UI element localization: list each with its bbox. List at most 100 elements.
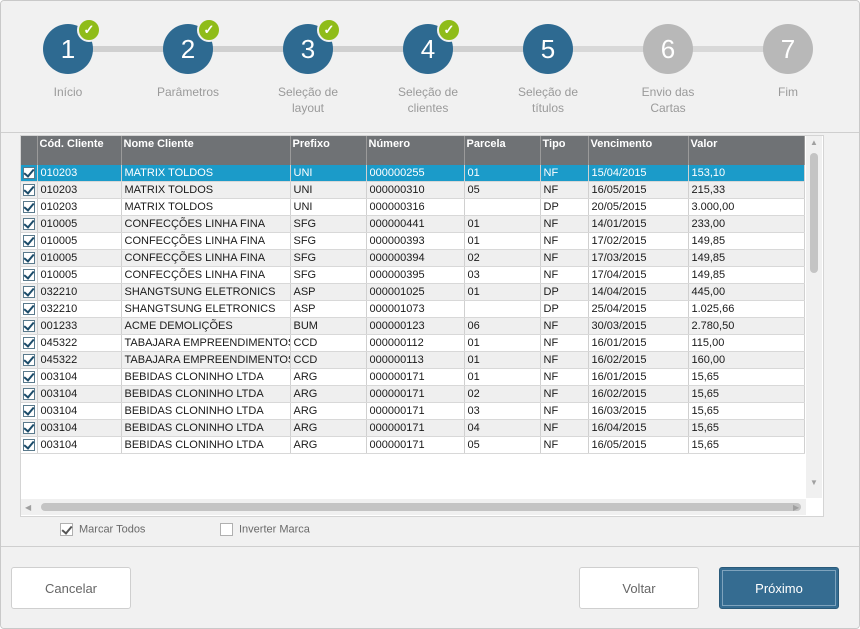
row-checkbox[interactable] xyxy=(22,167,35,180)
vertical-scroll-thumb[interactable] xyxy=(810,153,818,273)
table-cell: 032210 xyxy=(37,283,122,301)
column-header[interactable]: Cód. Cliente xyxy=(37,136,122,165)
row-select-cell[interactable] xyxy=(21,419,38,437)
row-select-cell[interactable] xyxy=(21,300,38,318)
vertical-scrollbar[interactable]: ▲ ▼ xyxy=(806,136,822,498)
table-cell: DP xyxy=(540,300,589,318)
row-select-cell[interactable] xyxy=(21,283,38,301)
table-row[interactable]: 010203 MATRIX TOLDOS UNI 000000310 05 NF 16/05… xyxy=(21,181,805,199)
row-checkbox[interactable] xyxy=(22,405,35,418)
table-cell: NF xyxy=(540,419,589,437)
row-checkbox[interactable] xyxy=(22,354,35,367)
table-row[interactable]: 032210 SHANGTSUNG ELETRONICS ASP 000001073 D… xyxy=(21,300,805,318)
table-cell: CCD xyxy=(290,351,367,369)
table-row[interactable]: 003104 BEBIDAS CLONINHO LTDA ARG 000000171 0… xyxy=(21,419,805,437)
row-select-cell[interactable] xyxy=(21,402,38,420)
table-row[interactable]: 010203 MATRIX TOLDOS UNI 000000255 01 NF 15/04… xyxy=(21,165,805,182)
row-select-cell[interactable] xyxy=(21,317,38,335)
column-header[interactable]: Número xyxy=(366,136,465,165)
table-cell: 003104 xyxy=(37,368,122,386)
column-header[interactable]: Tipo xyxy=(540,136,589,165)
table-row[interactable]: 010005 CONFECÇÕES LINHA FINA SFG 000000393 0… xyxy=(21,232,805,250)
table-row[interactable]: 010005 CONFECÇÕES LINHA FINA SFG 000000395 0… xyxy=(21,266,805,284)
table-cell: NF xyxy=(540,232,589,250)
row-checkbox[interactable] xyxy=(22,184,35,197)
row-select-cell[interactable] xyxy=(21,351,38,369)
scroll-right-arrow[interactable]: ▶ xyxy=(793,503,800,512)
row-checkbox[interactable] xyxy=(22,201,35,214)
row-select-cell[interactable] xyxy=(21,368,38,386)
mark-all-checkbox[interactable] xyxy=(60,523,73,536)
row-checkbox[interactable] xyxy=(22,422,35,435)
table-row[interactable]: 010005 CONFECÇÕES LINHA FINA SFG 000000441 0… xyxy=(21,215,805,233)
row-select-cell[interactable] xyxy=(21,266,38,284)
table-cell: CONFECÇÕES LINHA FINA xyxy=(121,232,291,250)
column-header[interactable]: Nome Cliente xyxy=(121,136,291,165)
table-row[interactable]: 003104 BEBIDAS CLONINHO LTDA ARG 000000171 0… xyxy=(21,402,805,420)
table-cell: ARG xyxy=(290,385,367,403)
step-circle: 3 ✓ xyxy=(283,18,341,74)
scroll-up-arrow[interactable]: ▲ xyxy=(810,138,818,147)
step-number: 2 xyxy=(180,34,196,64)
row-select-cell[interactable] xyxy=(21,385,38,403)
table-row[interactable]: 032210 SHANGTSUNG ELETRONICS ASP 000001025 0… xyxy=(21,283,805,301)
row-select-cell[interactable] xyxy=(21,334,38,352)
table-cell: 16/01/2015 xyxy=(588,334,689,352)
row-select-cell[interactable] xyxy=(21,215,38,233)
horizontal-scroll-thumb[interactable] xyxy=(41,503,801,511)
row-select-cell[interactable] xyxy=(21,198,38,216)
step-4: 4 ✓ Seleção de clientes xyxy=(368,18,488,116)
table-row[interactable]: 003104 BEBIDAS CLONINHO LTDA ARG 000000171 0… xyxy=(21,436,805,454)
step-label: Seleção de layout xyxy=(277,85,339,115)
cancel-button[interactable]: Cancelar xyxy=(11,567,131,609)
table-cell: 16/04/2015 xyxy=(588,419,689,437)
back-button[interactable]: Voltar xyxy=(579,567,699,609)
row-select-cell[interactable] xyxy=(21,181,38,199)
row-checkbox[interactable] xyxy=(22,269,35,282)
row-checkbox[interactable] xyxy=(22,320,35,333)
column-header[interactable]: Vencimento xyxy=(588,136,689,165)
table-cell: ARG xyxy=(290,436,367,454)
step-circle: 5 xyxy=(523,24,573,74)
table-cell: NF xyxy=(540,215,589,233)
row-checkbox[interactable] xyxy=(22,252,35,265)
next-button[interactable]: Próximo xyxy=(719,567,839,609)
scroll-left-arrow[interactable]: ◀ xyxy=(25,503,32,512)
table-row[interactable]: 010005 CONFECÇÕES LINHA FINA SFG 000000394 0… xyxy=(21,249,805,267)
table-cell: BEBIDAS CLONINHO LTDA xyxy=(121,419,291,437)
scroll-down-arrow[interactable]: ▼ xyxy=(810,478,818,487)
table-row[interactable]: 045322 TABAJARA EMPREENDIMENTOS CCD 0000001… xyxy=(21,334,805,352)
row-select-cell[interactable] xyxy=(21,165,38,182)
wizard-stepper: 1 ✓ Início 2 ✓ Parâmetros 3 ✓ Seleção de layout 4… xyxy=(1,1,859,133)
row-checkbox[interactable] xyxy=(22,439,35,452)
invert-mark-checkbox[interactable] xyxy=(220,523,233,536)
column-header[interactable]: Valor xyxy=(688,136,805,165)
row-checkbox[interactable] xyxy=(22,337,35,350)
row-checkbox[interactable] xyxy=(22,303,35,316)
row-checkbox[interactable] xyxy=(22,371,35,384)
row-select-cell[interactable] xyxy=(21,232,38,250)
table-row[interactable]: 010203 MATRIX TOLDOS UNI 000000316 DP 20/05/2… xyxy=(21,198,805,216)
step-circle: 4 ✓ xyxy=(403,18,461,74)
row-select-cell[interactable] xyxy=(21,436,38,454)
row-checkbox[interactable] xyxy=(22,235,35,248)
table-cell: 15,65 xyxy=(688,368,805,386)
row-select-cell[interactable] xyxy=(21,249,38,267)
table-row[interactable]: 003104 BEBIDAS CLONINHO LTDA ARG 000000171 0… xyxy=(21,385,805,403)
table-row[interactable]: 045322 TABAJARA EMPREENDIMENTOS CCD 0000001… xyxy=(21,351,805,369)
table-row[interactable]: 003104 BEBIDAS CLONINHO LTDA ARG 000000171 0… xyxy=(21,368,805,386)
horizontal-scrollbar[interactable]: ◀ ▶ xyxy=(21,499,806,515)
row-checkbox[interactable] xyxy=(22,218,35,231)
table-cell: UNI xyxy=(290,165,367,182)
table-cell: 003104 xyxy=(37,419,122,437)
table-cell: 000000395 xyxy=(366,266,465,284)
row-checkbox[interactable] xyxy=(22,286,35,299)
table-cell: 3.000,00 xyxy=(688,198,805,216)
column-header[interactable]: Prefixo xyxy=(290,136,367,165)
row-checkbox[interactable] xyxy=(22,388,35,401)
column-header[interactable]: Parcela xyxy=(464,136,541,165)
table-row[interactable]: 001233 ACME DEMOLIÇÕES BUM 000000123 06 NF 30/… xyxy=(21,317,805,335)
invert-mark-option[interactable]: Inverter Marca xyxy=(220,523,310,536)
table-cell: 000001025 xyxy=(366,283,465,301)
mark-all-option[interactable]: Marcar Todos xyxy=(60,523,145,536)
